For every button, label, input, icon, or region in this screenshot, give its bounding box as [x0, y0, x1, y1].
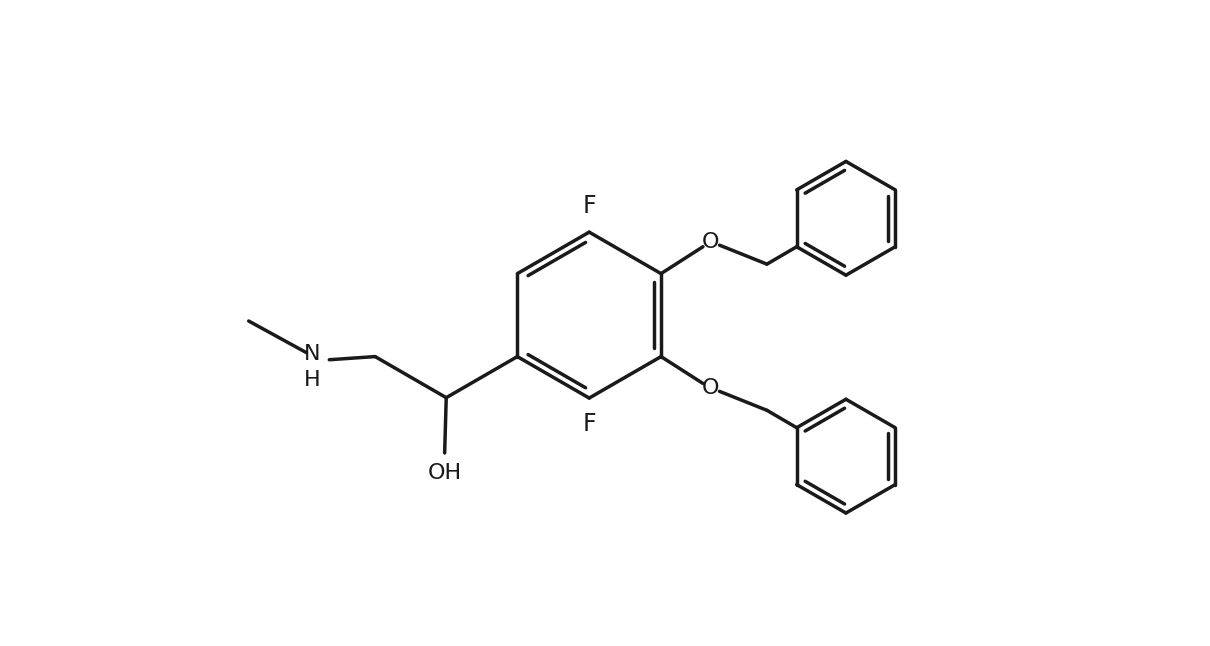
Text: OH: OH — [427, 463, 462, 483]
Text: F: F — [582, 412, 597, 436]
Text: N: N — [304, 344, 321, 364]
Text: H: H — [304, 370, 321, 390]
Text: O: O — [702, 378, 719, 398]
Text: F: F — [582, 194, 597, 218]
Text: O: O — [702, 232, 719, 252]
